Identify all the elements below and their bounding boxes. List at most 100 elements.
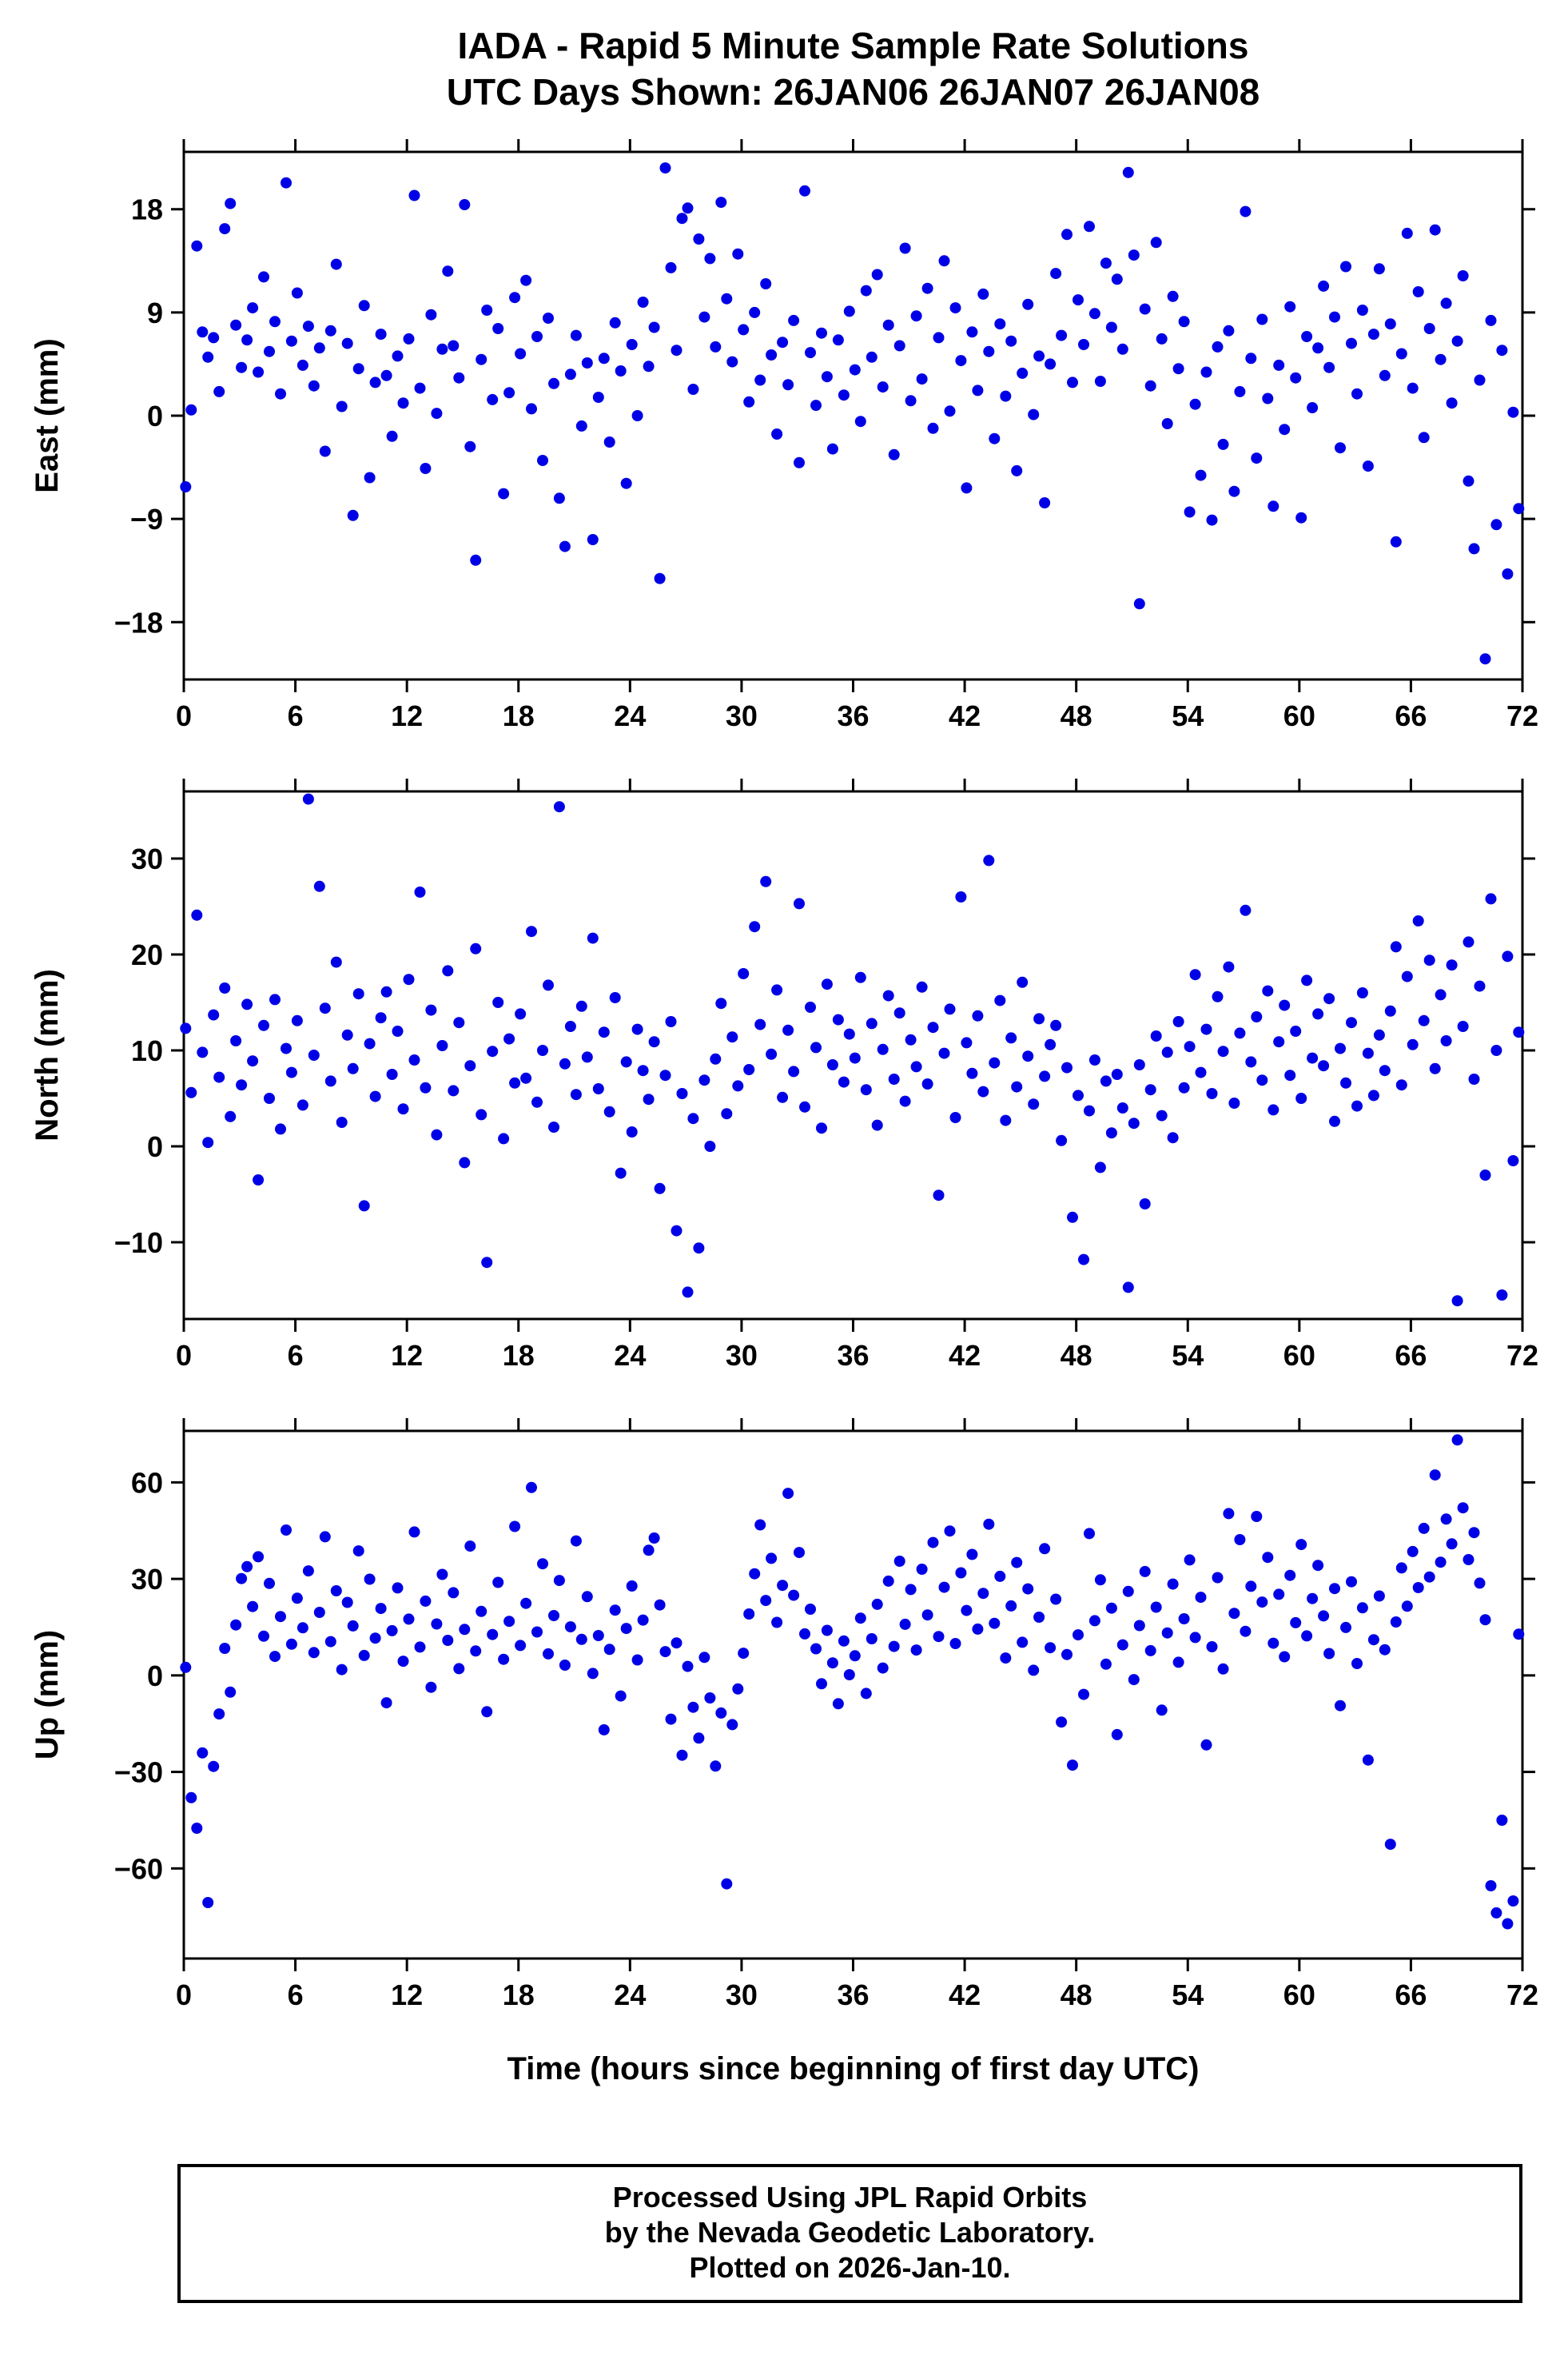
data-point	[369, 377, 381, 389]
data-point	[448, 340, 460, 352]
x-tick-label: 60	[1283, 1339, 1315, 1372]
data-point	[849, 1052, 861, 1064]
data-point	[1451, 1434, 1463, 1446]
data-point	[442, 265, 454, 277]
data-point	[871, 1598, 883, 1610]
data-point	[738, 324, 750, 336]
data-point	[531, 1626, 543, 1638]
data-point	[721, 293, 733, 305]
data-point	[436, 343, 448, 355]
data-point	[258, 1019, 269, 1031]
data-point	[537, 1558, 548, 1570]
data-point	[1312, 1560, 1324, 1572]
data-point	[1156, 333, 1168, 345]
y-tick-label: 20	[131, 938, 163, 971]
data-point	[821, 978, 833, 990]
data-point	[1423, 1571, 1435, 1583]
data-point	[1172, 1656, 1184, 1668]
data-point	[253, 366, 265, 378]
data-point	[1513, 1628, 1525, 1640]
x-tick-label: 60	[1283, 699, 1315, 732]
data-point	[637, 1614, 649, 1626]
data-point	[637, 1065, 649, 1077]
data-point	[313, 880, 325, 892]
data-point	[1502, 568, 1514, 580]
data-point	[961, 1037, 973, 1049]
data-point	[492, 997, 504, 1008]
data-point	[1318, 1060, 1330, 1072]
data-point	[893, 1007, 905, 1019]
data-point	[380, 369, 392, 381]
data-point	[1513, 1026, 1525, 1038]
data-point	[1200, 366, 1212, 378]
data-point	[253, 1551, 265, 1563]
data-point	[794, 898, 805, 910]
data-point	[1301, 974, 1313, 986]
data-point	[281, 1524, 292, 1536]
data-point	[459, 1157, 471, 1169]
data-point	[408, 1054, 420, 1066]
data-point	[1039, 1543, 1051, 1555]
data-point	[860, 285, 872, 297]
data-point	[487, 393, 499, 405]
data-point	[882, 319, 894, 331]
data-point	[1022, 1583, 1034, 1595]
data-point	[392, 1582, 404, 1594]
data-point	[386, 430, 398, 442]
data-point	[1367, 1090, 1379, 1102]
data-point	[587, 932, 599, 944]
data-point	[1351, 388, 1363, 400]
data-point	[302, 793, 314, 805]
data-point	[208, 1760, 220, 1772]
data-point	[1329, 1583, 1340, 1595]
data-point	[364, 1573, 376, 1585]
data-point	[425, 309, 437, 321]
data-point	[1490, 1907, 1502, 1919]
data-point	[1078, 1253, 1089, 1265]
data-point	[247, 1055, 259, 1067]
data-point	[408, 189, 420, 201]
data-point	[1412, 286, 1424, 297]
footer-line2: by the Nevada Geodetic Laboratory.	[604, 2216, 1096, 2249]
data-point	[1290, 372, 1302, 384]
data-point	[615, 1690, 627, 1702]
data-point	[1367, 1634, 1379, 1646]
footer-line3: Plotted on 2026-Jan-10.	[689, 2251, 1011, 2284]
data-point	[285, 1066, 297, 1078]
data-point	[631, 1023, 643, 1035]
data-point	[1379, 369, 1391, 381]
data-point	[1144, 380, 1156, 392]
data-point	[436, 1040, 448, 1051]
data-point	[1005, 1600, 1017, 1612]
data-point	[698, 1652, 710, 1664]
data-point	[431, 1129, 443, 1141]
data-point	[810, 1643, 822, 1655]
data-point	[771, 1616, 783, 1628]
data-point	[782, 1488, 794, 1500]
data-point	[1418, 1522, 1430, 1534]
data-point	[899, 1095, 911, 1107]
data-point	[849, 1650, 861, 1662]
data-point	[710, 1760, 722, 1772]
data-point	[933, 332, 945, 344]
data-point	[615, 1167, 627, 1179]
data-point	[1195, 469, 1207, 481]
data-point	[983, 855, 995, 867]
data-point	[453, 1017, 465, 1029]
y-axis-label: Up (mm)	[30, 1630, 65, 1759]
data-point	[464, 1540, 476, 1552]
data-point	[453, 1663, 465, 1675]
data-point	[442, 1635, 454, 1646]
data-point	[587, 534, 599, 545]
data-point	[682, 202, 694, 214]
data-point	[989, 1057, 1001, 1069]
data-point	[760, 875, 772, 887]
data-point	[665, 1713, 677, 1725]
data-point	[1073, 294, 1084, 306]
data-point	[515, 1008, 527, 1020]
x-tick-label: 54	[1172, 699, 1204, 732]
data-point	[665, 1016, 677, 1027]
data-point	[682, 1660, 694, 1672]
data-point	[492, 323, 504, 334]
data-point	[698, 1074, 710, 1086]
